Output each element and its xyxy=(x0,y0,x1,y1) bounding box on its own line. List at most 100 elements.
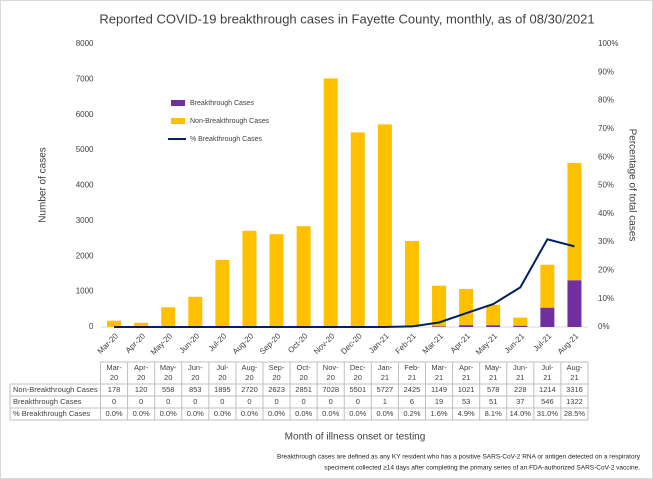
table-cell: 53 xyxy=(462,397,470,406)
y2-tick-label: 90% xyxy=(598,67,614,76)
table-cell: 0 xyxy=(220,397,224,406)
table-header: Nov-20 xyxy=(323,363,339,382)
table-cell: 5501 xyxy=(349,385,366,394)
table-cell: 0 xyxy=(274,397,278,406)
footnote: Breakthrough cases are defined as any KY… xyxy=(277,454,641,461)
bar xyxy=(459,325,474,327)
table-cell: 0.2% xyxy=(403,409,420,418)
table-cell: 0.0% xyxy=(295,409,312,418)
y2-tick-label: 30% xyxy=(598,237,614,246)
y-tick-label: 8000 xyxy=(76,39,94,48)
table-header: Oct-20 xyxy=(297,363,312,382)
bar xyxy=(432,285,447,327)
table-cell: 0 xyxy=(302,397,306,406)
y2-tick-label: 100% xyxy=(598,39,618,48)
y-tick-label: 5000 xyxy=(76,145,94,154)
table-header: Aug-21 xyxy=(567,363,583,382)
table-cell: 0.0% xyxy=(349,409,366,418)
table-row-label: Breakthrough Cases xyxy=(13,397,82,406)
legend-label: Breakthrough Cases xyxy=(190,100,254,107)
table-cell: 853 xyxy=(189,385,202,394)
y-tick-label: 4000 xyxy=(76,181,94,190)
legend-swatch xyxy=(171,118,185,124)
table-cell: 2851 xyxy=(295,385,312,394)
y-tick-label: 6000 xyxy=(76,110,94,119)
footnote: speciment collected ≥14 days after compl… xyxy=(324,465,640,472)
bar xyxy=(486,304,501,326)
x-axis-title: Month of illness onset or testing xyxy=(285,432,426,443)
table-cell: 0.0% xyxy=(133,409,150,418)
table-header: Apr-21 xyxy=(459,363,474,382)
bar xyxy=(242,230,257,327)
bar xyxy=(540,264,555,308)
table-cell: 0 xyxy=(166,397,170,406)
table-cell: 37 xyxy=(516,397,524,406)
table-cell: 1214 xyxy=(539,385,556,394)
table-cell: 2623 xyxy=(268,385,285,394)
table-cell: 0.0% xyxy=(105,409,122,418)
bar xyxy=(567,280,582,327)
table-cell: 5727 xyxy=(377,385,394,394)
table-row-label: Non-Breakthrough Cases xyxy=(13,385,98,394)
table-cell: 14.0% xyxy=(510,409,532,418)
bar xyxy=(215,259,230,327)
bar xyxy=(134,322,149,327)
table-cell: 1149 xyxy=(431,385,447,394)
table-header: Sep-20 xyxy=(269,363,285,382)
bar xyxy=(404,241,419,327)
table-cell: 1021 xyxy=(458,385,475,394)
legend-swatch xyxy=(171,100,185,106)
y2-axis-title: Percentage of total cases xyxy=(626,129,637,242)
table-cell: 0 xyxy=(139,397,143,406)
table-cell: 19 xyxy=(435,397,443,406)
y2-tick-label: 70% xyxy=(598,124,614,133)
table-cell: 228 xyxy=(514,385,527,394)
y2-tick-label: 60% xyxy=(598,152,614,161)
bar xyxy=(540,307,555,327)
y-tick-label: 1000 xyxy=(76,287,94,296)
y2-tick-label: 0% xyxy=(598,322,610,331)
table-cell: 3316 xyxy=(566,385,583,394)
bar xyxy=(323,78,338,328)
table-cell: 1.6% xyxy=(430,409,447,418)
bar xyxy=(513,325,528,327)
table-cell: 28.5% xyxy=(564,409,586,418)
bar xyxy=(296,226,311,327)
y-tick-label: 7000 xyxy=(76,74,94,83)
table-cell: 0.0% xyxy=(241,409,258,418)
bar xyxy=(107,320,122,327)
table-cell: 578 xyxy=(487,385,500,394)
legend-label: % Breakthrough Cases xyxy=(190,136,262,143)
bar xyxy=(269,234,284,327)
table-header: May-21 xyxy=(485,363,502,382)
y-axis-title: Number of cases xyxy=(38,147,49,223)
table-cell: 0.0% xyxy=(160,409,177,418)
table-cell: 0.0% xyxy=(322,409,339,418)
y2-tick-label: 50% xyxy=(598,181,614,190)
legend-label: Non-Breakthrough Cases xyxy=(190,118,269,125)
table-cell: 7028 xyxy=(322,385,339,394)
table-cell: 0 xyxy=(193,397,197,406)
table-cell: 558 xyxy=(162,385,175,394)
table-cell: 1322 xyxy=(566,397,583,406)
table-cell: 2425 xyxy=(404,385,421,394)
table-cell: 51 xyxy=(489,397,497,406)
table-header: Aug-20 xyxy=(242,363,258,382)
table-cell: 2720 xyxy=(241,385,258,394)
table-header: Feb-21 xyxy=(404,363,420,382)
table-cell: 0 xyxy=(356,397,360,406)
table-cell: 8.1% xyxy=(485,409,502,418)
bar xyxy=(377,124,392,327)
table-cell: 1 xyxy=(383,397,387,406)
table-cell: 0 xyxy=(329,397,333,406)
chart-title: Reported COVID-19 breakthrough cases in … xyxy=(99,11,594,26)
bar xyxy=(161,307,176,327)
table-header: Jul-21 xyxy=(541,363,554,382)
table-cell: 31.0% xyxy=(537,409,559,418)
bar xyxy=(459,289,474,326)
table-cell: 120 xyxy=(135,385,148,394)
table-row-label: % Breakthrough Cases xyxy=(13,409,90,418)
y2-tick-label: 40% xyxy=(598,209,614,218)
table-cell: 0.0% xyxy=(187,409,204,418)
table-header: May-20 xyxy=(160,363,177,382)
